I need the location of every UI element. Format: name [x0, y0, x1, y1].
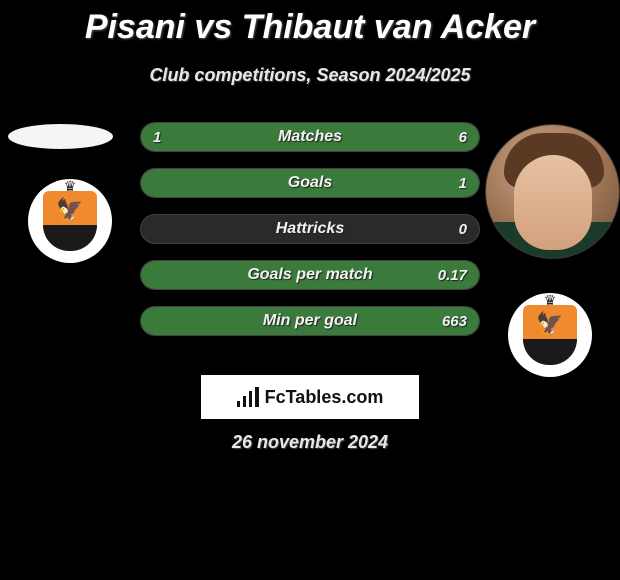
- fctables-logo: FcTables.com: [201, 375, 419, 419]
- player-right-club-badge: ♛ 🦅: [508, 293, 592, 377]
- stat-row: 0.17Goals per match: [140, 260, 480, 290]
- stat-row: 1Goals: [140, 168, 480, 198]
- stat-label: Matches: [141, 123, 479, 151]
- player-right-avatar: [485, 124, 620, 259]
- stat-row: 16Matches: [140, 122, 480, 152]
- stats-chart: 16Matches 1Goals 0Hattricks 0.17Goals per m…: [140, 122, 480, 352]
- footer-date: 26 november 2024: [0, 432, 620, 453]
- stat-label: Goals per match: [141, 261, 479, 289]
- logo-text: FcTables.com: [265, 387, 384, 408]
- bars-icon: [237, 387, 259, 407]
- stat-label: Goals: [141, 169, 479, 197]
- page-subtitle: Club competitions, Season 2024/2025: [0, 47, 620, 86]
- page-title: Pisani vs Thibaut van Acker: [0, 0, 620, 47]
- stat-row: 663Min per goal: [140, 306, 480, 336]
- stat-label: Hattricks: [141, 215, 479, 243]
- club-shield-icon: ♛ 🦅: [43, 191, 97, 251]
- stat-row: 0Hattricks: [140, 214, 480, 244]
- club-shield-icon: ♛ 🦅: [523, 305, 577, 365]
- stat-label: Min per goal: [141, 307, 479, 335]
- player-left-club-badge: ♛ 🦅: [28, 179, 112, 263]
- player-left-avatar: [8, 124, 113, 149]
